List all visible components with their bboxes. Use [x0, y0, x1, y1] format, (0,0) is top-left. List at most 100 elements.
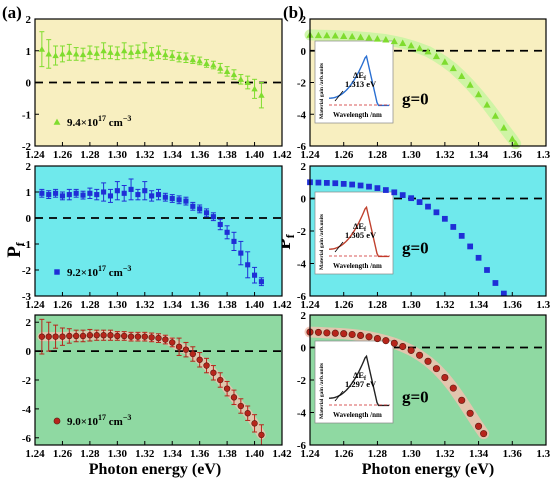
x-tick-label: 1.40	[245, 448, 265, 460]
data-point	[155, 192, 162, 198]
data-point	[148, 50, 155, 57]
x-tick-label: 1.28	[80, 299, 100, 311]
y-tick-label: 2	[26, 161, 32, 173]
y-tick-label: 2	[26, 317, 32, 329]
data-point	[66, 49, 73, 55]
data-point	[258, 279, 264, 285]
x-tick-label: 1.40	[245, 299, 265, 311]
data-point	[79, 51, 87, 58]
inset-energy-value: 1.305 eV	[345, 230, 377, 240]
data-point	[176, 197, 182, 203]
data-point	[374, 185, 381, 191]
x-tick-label: 1.34	[469, 299, 489, 311]
x-axis-label-right: Photon energy (eV)	[362, 461, 494, 478]
inset-x-label: Wavelength /nm	[333, 411, 382, 419]
x-tick-label: 1.32	[435, 448, 455, 460]
y-tick-label: 2	[301, 310, 307, 322]
x-tick-label: 1.38	[536, 149, 550, 161]
x-tick-label: 1.36	[503, 149, 523, 161]
x-tick-label: 1.42	[272, 299, 292, 311]
data-point	[382, 187, 389, 193]
y-tick-label: 0	[26, 78, 32, 90]
y-label-main: P	[4, 246, 25, 258]
data-point	[210, 214, 216, 220]
panel-a1: 1.24 1.26 1.28 1.30 1.32 1.34 1.36 1.38 1.40 1.42…	[22, 14, 292, 161]
data-point	[332, 180, 339, 187]
y-tick-label: -2	[297, 78, 307, 90]
panel-a2: 1.24 1.26 1.28 1.30 1.32 1.34 1.36 1.38 1.40 1.42…	[22, 161, 292, 311]
data-point	[182, 54, 190, 61]
y-tick-label: 0	[301, 46, 307, 58]
inset-delta-sub: f	[364, 227, 367, 233]
data-point	[73, 190, 79, 196]
data-point	[189, 56, 197, 63]
inset-delta-sub: f	[364, 376, 367, 382]
data-point	[331, 32, 339, 39]
data-point	[390, 339, 398, 347]
x-tick-label: 1.26	[334, 149, 354, 161]
data-point	[80, 192, 86, 198]
data-point	[458, 72, 466, 80]
data-halo	[304, 326, 490, 440]
data-point	[94, 192, 100, 198]
data-point	[382, 36, 390, 43]
data-point	[373, 335, 381, 343]
data-point	[59, 193, 66, 199]
y-tick-label: -2	[22, 375, 32, 387]
x-tick-label: 1.42	[272, 149, 292, 161]
x-tick-label: 1.30	[402, 448, 422, 460]
data-point	[424, 47, 432, 55]
inset-arrow	[334, 241, 344, 253]
inset-delta-main: ΔE	[353, 370, 364, 380]
data-point	[217, 376, 224, 384]
x-tick-label: 1.24	[300, 149, 320, 161]
legend-base: 9.4×10	[67, 117, 99, 129]
x-tick-label: 1.24	[25, 299, 45, 311]
data-point	[356, 33, 365, 40]
y-tick-label: -3	[22, 291, 32, 303]
inset-delta-label: ΔEf	[353, 370, 367, 382]
legend-label: 9.4×1017 cm−3	[67, 114, 131, 129]
y-tick-label: -6	[297, 440, 307, 452]
panel-a-label: (a)	[2, 3, 22, 22]
data-point	[114, 332, 121, 340]
data-point	[79, 332, 87, 340]
y-tick-label: 2	[26, 14, 32, 26]
plot-frame	[34, 165, 283, 297]
x-tick-label: 1.40	[245, 149, 265, 161]
data-point	[399, 192, 406, 198]
data-point	[416, 351, 424, 359]
data-point	[52, 52, 59, 59]
data-point	[475, 422, 483, 430]
x-tick-label: 1.32	[435, 299, 455, 311]
x-tick-label: 1.26	[53, 299, 73, 311]
data-point	[142, 188, 148, 194]
data-point	[399, 39, 407, 47]
inset-delta-label: ΔEf	[353, 221, 367, 233]
y-axis-label-left: Pf	[4, 241, 27, 258]
data-point	[458, 232, 465, 239]
data-point	[121, 332, 128, 340]
panel-a3: 1.24 1.26 1.28 1.30 1.32 1.34 1.36 1.38 1.40 1.42…	[22, 314, 292, 460]
y-tick-label: 2	[301, 14, 307, 26]
inset-delta-sub: f	[364, 76, 367, 82]
data-point	[466, 409, 474, 417]
y-tick-label: 2	[301, 161, 307, 173]
plot-background	[35, 166, 282, 296]
data-point	[237, 76, 245, 82]
data-point	[441, 58, 449, 65]
data-point	[323, 31, 331, 39]
y-tick-label: -2	[297, 375, 307, 387]
x-tick-label: 1.32	[135, 299, 155, 311]
data-point	[500, 290, 507, 297]
panels: 1.24 1.26 1.28 1.30 1.32 1.34 1.36 1.38 1.40 1.42…	[22, 14, 550, 460]
data-point	[231, 238, 237, 244]
x-tick-label: 1.38	[536, 448, 550, 460]
y-tick-label: 0	[26, 213, 32, 225]
legend-exp: 17	[98, 114, 106, 123]
inset-arrow	[334, 390, 344, 402]
data-point	[467, 243, 474, 250]
data-point	[450, 224, 457, 230]
